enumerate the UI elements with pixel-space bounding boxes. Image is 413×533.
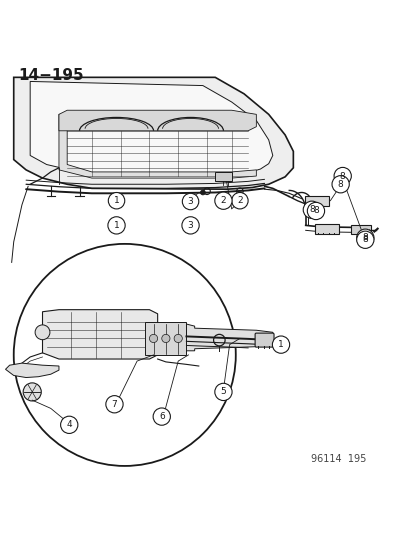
Text: 8: 8: [361, 233, 367, 242]
Text: 3: 3: [187, 221, 193, 230]
FancyBboxPatch shape: [215, 172, 231, 181]
Polygon shape: [30, 82, 272, 174]
Text: 1: 1: [278, 340, 283, 349]
Text: 3: 3: [187, 197, 193, 206]
Circle shape: [214, 383, 232, 401]
Text: 14−195: 14−195: [18, 68, 83, 83]
Circle shape: [356, 231, 373, 248]
Circle shape: [306, 203, 324, 220]
Circle shape: [23, 383, 41, 401]
Circle shape: [331, 175, 349, 193]
Polygon shape: [5, 363, 59, 377]
FancyBboxPatch shape: [304, 196, 328, 206]
Polygon shape: [14, 77, 293, 189]
Circle shape: [200, 190, 205, 195]
Text: 8: 8: [308, 205, 314, 214]
Circle shape: [333, 167, 351, 184]
Circle shape: [272, 336, 289, 353]
Polygon shape: [59, 110, 256, 131]
Text: 8: 8: [339, 172, 345, 181]
Text: 5: 5: [220, 387, 226, 397]
Circle shape: [231, 192, 247, 209]
Text: 8: 8: [312, 206, 318, 215]
Polygon shape: [43, 310, 157, 359]
Text: 4: 4: [66, 421, 72, 429]
Text: 1: 1: [114, 196, 119, 205]
Polygon shape: [186, 324, 272, 351]
Circle shape: [174, 334, 182, 343]
Circle shape: [302, 201, 320, 219]
FancyBboxPatch shape: [145, 322, 186, 355]
Text: 2: 2: [237, 196, 242, 205]
Circle shape: [356, 229, 373, 246]
Text: 8: 8: [361, 235, 367, 244]
Circle shape: [182, 193, 198, 210]
Circle shape: [108, 192, 124, 209]
Circle shape: [108, 217, 125, 234]
Circle shape: [181, 217, 199, 234]
Text: 6: 6: [159, 412, 164, 421]
Circle shape: [153, 408, 170, 425]
Circle shape: [106, 395, 123, 413]
Polygon shape: [59, 115, 256, 178]
Circle shape: [149, 334, 157, 343]
Text: 1: 1: [114, 221, 119, 230]
FancyBboxPatch shape: [254, 333, 273, 347]
Text: 2: 2: [220, 196, 226, 205]
Circle shape: [161, 334, 170, 343]
Text: 7: 7: [112, 400, 117, 409]
FancyBboxPatch shape: [314, 224, 339, 233]
FancyBboxPatch shape: [350, 225, 370, 235]
Text: 96114  195: 96114 195: [310, 454, 366, 464]
Circle shape: [35, 325, 50, 340]
Circle shape: [14, 244, 235, 466]
Circle shape: [214, 192, 232, 209]
Text: 8: 8: [337, 180, 343, 189]
Circle shape: [60, 416, 78, 433]
